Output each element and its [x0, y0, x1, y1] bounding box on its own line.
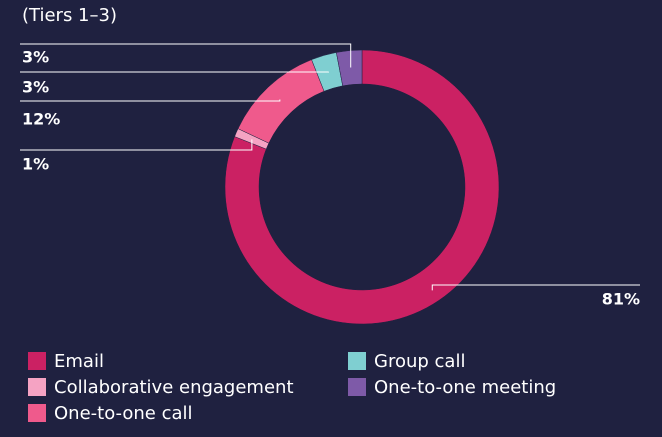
leader-line — [431, 284, 640, 291]
leader-line — [20, 99, 281, 102]
donut-segment — [224, 49, 500, 325]
leader-line — [20, 43, 352, 68]
legend-label: Group call — [374, 351, 465, 372]
data-label: 1% — [22, 155, 49, 174]
legend-swatch — [28, 378, 46, 396]
data-label: 81% — [602, 290, 640, 309]
data-label: 12% — [22, 110, 60, 129]
legend-swatch — [28, 404, 46, 422]
legend-label: Email — [54, 351, 104, 372]
chart-title: (Tiers 1–3) — [22, 5, 117, 26]
legend-swatch — [348, 378, 366, 396]
legend-swatch — [28, 352, 46, 370]
data-label: 3% — [22, 78, 49, 97]
legend-swatch — [348, 352, 366, 370]
legend-label: Collaborative engagement — [54, 377, 294, 398]
legend-label: One-to-one meeting — [374, 377, 556, 398]
donut-segment — [336, 49, 363, 87]
legend-label: One-to-one call — [54, 403, 193, 424]
data-label: 3% — [22, 48, 49, 67]
leader-line — [20, 139, 253, 151]
